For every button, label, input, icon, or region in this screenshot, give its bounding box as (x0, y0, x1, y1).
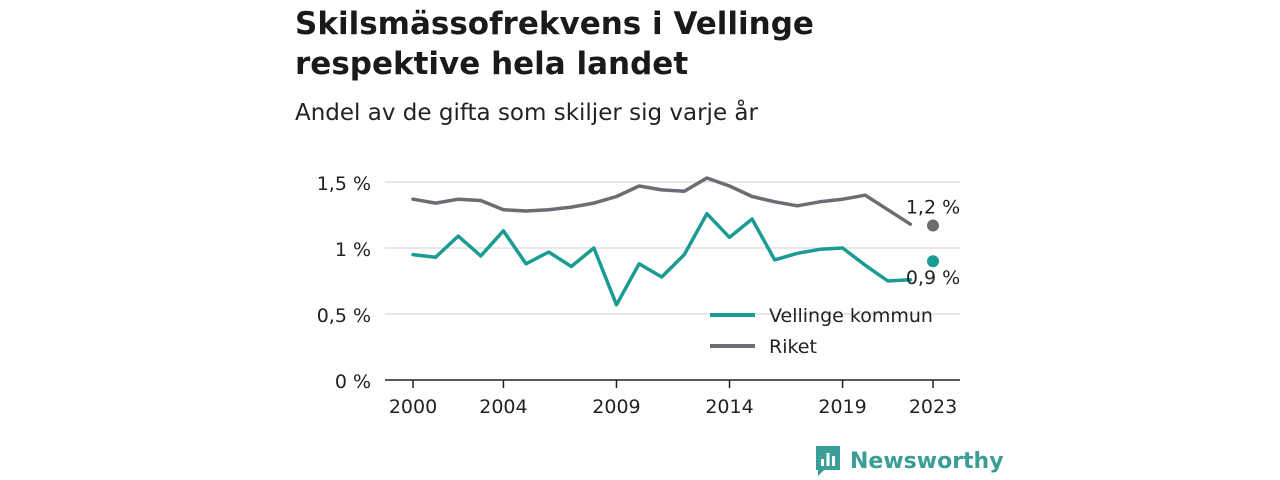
y-tick-label: 1 % (335, 239, 371, 261)
legend-label-vellinge-kommun: Vellinge kommun (769, 305, 933, 327)
end-point-riket (927, 219, 939, 232)
x-tick-label: 2004 (479, 396, 527, 418)
series-line-riket (411, 176, 913, 226)
newsworthy-bar-chart-icon (816, 446, 840, 476)
x-tick-label: 2009 (592, 396, 640, 418)
x-tick-label: 2000 (389, 396, 437, 418)
newsworthy-logo: Newsworthy (814, 444, 1004, 478)
x-tick-label: 2019 (818, 396, 866, 418)
chart-subtitle: Andel av de gifta som skiljer sig varje … (295, 100, 758, 126)
brand-name: Newsworthy (850, 448, 1004, 474)
series-line-vellinge-kommun (411, 211, 913, 307)
end-label-vellinge: 0,9 % (906, 267, 960, 289)
y-tick-label: 0,5 % (317, 305, 371, 327)
x-tick-label: 2014 (705, 396, 753, 418)
chart-title: Skilsmässofrekvens i Vellinge respektive… (295, 4, 995, 84)
end-point-vellinge-kommun (927, 255, 939, 268)
end-label-riket: 1,2 % (906, 197, 960, 219)
y-tick-label: 1,5 % (317, 173, 371, 195)
chart-title-line-1: Skilsmässofrekvens i Vellinge (295, 6, 814, 42)
y-tick-label: 0 % (335, 371, 371, 393)
x-tick-label: 2023 (909, 396, 957, 418)
chart-title-line-2: respektive hela landet (295, 46, 689, 82)
legend-label-riket: Riket (769, 336, 817, 358)
